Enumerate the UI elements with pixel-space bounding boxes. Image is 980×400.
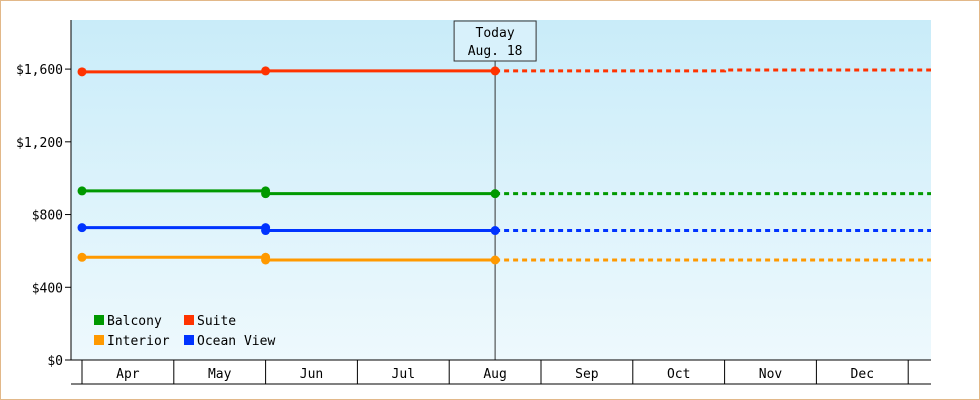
legend-swatch-balcony bbox=[94, 315, 104, 325]
x-tick-label: Jul bbox=[392, 367, 415, 382]
series-line-suite bbox=[82, 69, 496, 74]
legend-label-balcony: Balcony bbox=[107, 314, 162, 329]
legend-label-suite: Suite bbox=[197, 314, 236, 329]
legend-label-ocean-view: Ocean View bbox=[197, 334, 275, 349]
data-point-suite bbox=[490, 66, 500, 76]
data-point-interior bbox=[77, 252, 87, 262]
legend-swatch-suite bbox=[184, 315, 194, 325]
x-tick-label: Aug bbox=[483, 367, 506, 382]
today-title: Today bbox=[476, 26, 515, 41]
x-tick-label: Jun bbox=[300, 367, 323, 382]
data-point-ocean-view bbox=[490, 226, 500, 236]
legend-swatch-ocean-view bbox=[184, 335, 194, 345]
data-point-ocean-view bbox=[261, 226, 271, 236]
x-tick-label: May bbox=[208, 367, 232, 382]
y-tick-label: $0 bbox=[47, 354, 63, 369]
x-tick-label: Apr bbox=[116, 367, 140, 382]
data-point-ocean-view bbox=[77, 223, 87, 233]
data-point-balcony bbox=[261, 189, 271, 199]
data-point-balcony bbox=[490, 189, 500, 199]
data-point-balcony bbox=[77, 186, 87, 196]
y-tick-label: $800 bbox=[32, 209, 63, 224]
data-point-interior bbox=[261, 255, 271, 265]
y-tick-label: $1,600 bbox=[16, 63, 63, 78]
series-forecast-suite bbox=[495, 68, 931, 73]
today-date: Aug. 18 bbox=[468, 44, 523, 59]
y-tick-label: $400 bbox=[32, 281, 63, 296]
legend-swatch-interior bbox=[94, 335, 104, 345]
y-tick-label: $1,200 bbox=[16, 136, 63, 151]
x-tick-label: Sep bbox=[575, 367, 599, 382]
data-point-interior bbox=[490, 255, 500, 265]
data-point-suite bbox=[261, 66, 271, 76]
x-tick-label: Nov bbox=[759, 367, 783, 382]
legend-label-interior: Interior bbox=[107, 334, 170, 349]
today-label-box bbox=[453, 20, 537, 62]
data-point-suite bbox=[77, 67, 87, 77]
x-tick-label: Dec bbox=[851, 367, 874, 382]
x-tick-label: Oct bbox=[667, 367, 690, 382]
